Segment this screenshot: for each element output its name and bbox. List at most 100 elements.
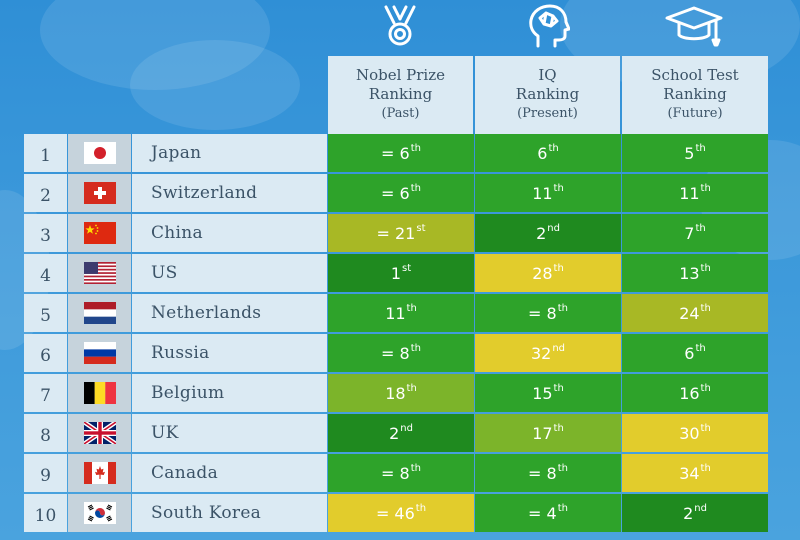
netherlands-flag-icon: [83, 302, 116, 324]
rank-value: 34: [679, 463, 700, 483]
rank-number: 7: [24, 374, 67, 412]
ordinal-suffix: th: [553, 382, 564, 394]
ordinal-suffix: th: [700, 182, 711, 194]
column-header-sub: (Future): [667, 106, 723, 121]
rank-value: 15: [532, 383, 553, 403]
country-name: Canada: [132, 454, 327, 492]
ordinal-suffix: th: [700, 462, 711, 474]
flag-cell: [68, 334, 131, 372]
rank-value: 2: [683, 503, 694, 523]
belgium-flag-icon: [83, 382, 116, 404]
column-header-sub: (Past): [381, 106, 420, 121]
rank-value: = 21: [376, 223, 416, 243]
ordinal-suffix: th: [695, 142, 706, 154]
graduation-cap-icon: [664, 4, 724, 48]
rank-value: 2: [536, 223, 547, 243]
rank-value: 1: [390, 263, 402, 283]
flag-cell: [68, 294, 131, 332]
rank-value: 17: [532, 423, 553, 443]
rank-value: 6: [537, 143, 548, 163]
switzerland-flag-icon: [83, 182, 116, 204]
rank-value: 7: [684, 223, 695, 243]
ordinal-suffix: th: [553, 422, 564, 434]
rank-number: 2: [24, 174, 67, 212]
uk-flag-icon: [83, 422, 116, 444]
rank-value: = 46: [375, 503, 415, 523]
rank-number: 5: [24, 294, 67, 332]
russia-flag-icon: [83, 342, 116, 364]
ordinal-suffix: th: [415, 502, 427, 514]
rank-number: 10: [24, 494, 67, 532]
ordinal-suffix: th: [406, 382, 417, 394]
country-name: Japan: [132, 134, 327, 172]
rank-value: = 8: [528, 463, 557, 483]
ordinal-suffix: th: [406, 302, 417, 314]
ordinal-suffix: th: [700, 302, 711, 314]
country-name: Switzerland: [132, 174, 327, 212]
rank-number: 8: [24, 414, 67, 452]
rank-value: 24: [679, 303, 700, 323]
column-header-line1: Nobel Prize: [355, 66, 446, 84]
column-header-nobel: Nobel Prize Ranking (Past): [328, 56, 473, 134]
canada-flag-icon: [83, 462, 116, 484]
flag-cell: [68, 414, 131, 452]
south-korea-flag-icon: [83, 502, 116, 524]
rank-value: 5: [684, 143, 695, 163]
rank-number: 6: [24, 334, 67, 372]
ordinal-suffix: th: [695, 222, 706, 234]
ordinal-suffix: st: [402, 262, 412, 274]
ordinal-suffix: th: [700, 422, 711, 434]
country-name: South Korea: [132, 494, 327, 532]
ordinal-suffix: th: [548, 142, 559, 154]
brain-head-icon: [526, 4, 571, 48]
rank-number: 3: [24, 214, 67, 252]
column-header-line2: Ranking: [515, 85, 580, 103]
rank-number: 9: [24, 454, 67, 492]
ordinal-suffix: th: [410, 342, 421, 354]
ordinal-suffix: nd: [552, 342, 566, 354]
ordinal-suffix: th: [557, 302, 568, 314]
rank-number: 1: [24, 134, 67, 172]
ordinal-suffix: th: [553, 182, 564, 194]
rank-value: = 6: [381, 183, 410, 203]
rank-value: = 6: [381, 143, 410, 163]
rank-value: 11: [679, 183, 700, 203]
ordinal-suffix: th: [410, 182, 421, 194]
column-header-line2: Ranking: [663, 85, 727, 103]
ordinal-suffix: th: [410, 462, 421, 474]
rank-value: = 8: [381, 463, 410, 483]
flag-cell: [68, 374, 131, 412]
ordinal-suffix: th: [557, 462, 568, 474]
ordinal-suffix: th: [410, 142, 421, 154]
rank-value: = 4: [528, 503, 557, 523]
ordinal-suffix: th: [557, 502, 568, 514]
ordinal-suffix: st: [416, 222, 426, 234]
column-header-iq: IQ Ranking (Present): [475, 56, 620, 134]
column-header-line1: IQ: [538, 66, 557, 84]
country-name: Russia: [132, 334, 327, 372]
medal-icon: [380, 4, 420, 48]
rank-number: 4: [24, 254, 67, 292]
